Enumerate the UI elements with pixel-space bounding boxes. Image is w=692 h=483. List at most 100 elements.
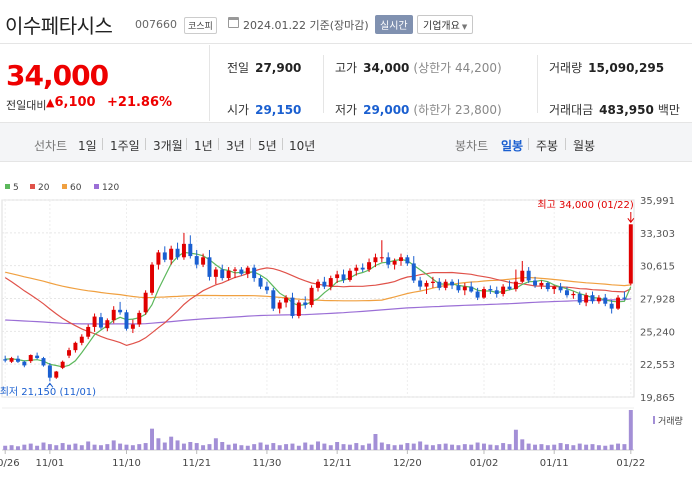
volume-bar — [201, 445, 206, 450]
high-price: 고가 34,000 (상한가 44,200) — [335, 61, 502, 75]
volume-bar — [424, 444, 429, 450]
volume-bar — [405, 443, 410, 450]
candle-body — [143, 292, 148, 313]
volume-bar — [564, 444, 569, 450]
candle-body — [271, 290, 276, 309]
volume-bar — [239, 445, 244, 450]
candle-body — [316, 281, 320, 288]
volume-bar — [399, 444, 403, 450]
candle-body — [105, 320, 110, 329]
candle-body — [430, 281, 435, 283]
x-tick-label: 01/11 — [540, 458, 569, 469]
candle-body — [564, 290, 569, 296]
volume-bar — [245, 445, 250, 450]
volume-bar — [488, 444, 493, 450]
candle-body — [590, 295, 595, 302]
tab-line-chart[interactable]: 선차트 — [34, 139, 68, 153]
volume-bar — [373, 434, 378, 450]
candle-body — [233, 269, 237, 271]
low-arrow-icon — [46, 382, 54, 388]
tab-3y[interactable]: 3년 — [226, 139, 245, 153]
candle-body — [386, 257, 391, 265]
volume-bar — [3, 445, 8, 450]
volume-bar — [86, 441, 91, 450]
volume-bar — [603, 445, 608, 450]
candle-body — [226, 270, 231, 279]
tab-3m[interactable]: 3개월 — [153, 139, 183, 153]
volume-bar — [526, 443, 531, 450]
amount-info: 거래대금 483,950 백만 — [549, 103, 680, 117]
volume-bar — [482, 443, 486, 450]
volume-bar — [277, 445, 282, 450]
candle-body — [622, 297, 627, 299]
chevron-down-icon: ▼ — [461, 23, 468, 31]
volume-bar — [507, 444, 512, 450]
volume-bar — [590, 444, 595, 450]
volume-bar — [411, 443, 416, 450]
volume-bar — [347, 444, 352, 450]
volume-bar — [456, 445, 461, 450]
candle-body — [169, 248, 174, 260]
volume-bar — [130, 445, 135, 450]
candle-body — [98, 317, 103, 328]
stock-code: 007660 — [135, 18, 177, 31]
candle-body — [354, 267, 359, 271]
candle-body — [67, 350, 72, 356]
candlestick-chart[interactable]: 35,991 33,303 30,615 27,928 25,240 22,553 19,8… — [0, 163, 692, 483]
diff-value: ▲6,100 — [46, 95, 96, 110]
candle-body — [207, 257, 212, 277]
ma5-line — [5, 251, 632, 368]
tab-5y[interactable]: 5년 — [258, 139, 277, 153]
volume-bar — [67, 444, 72, 450]
volume-bar — [258, 442, 263, 450]
volume-bar — [386, 444, 391, 450]
volume-bar — [207, 444, 212, 450]
volume-bar — [430, 445, 435, 450]
candle-body — [596, 297, 601, 302]
candle-body — [9, 358, 14, 362]
company-info-button[interactable]: 기업개요 ▼ — [417, 15, 474, 34]
volume-bar — [545, 445, 550, 450]
candle-body — [92, 316, 97, 327]
volume-bar — [577, 443, 582, 450]
volume-bar — [520, 439, 525, 450]
tab-1d[interactable]: 1일 — [78, 139, 97, 153]
candle-body — [35, 355, 40, 359]
realtime-button[interactable]: 실시간 — [375, 15, 413, 34]
legend-label: 5 — [13, 183, 19, 193]
volume-bar — [41, 442, 46, 450]
legend-label: 60 — [70, 183, 82, 193]
tab-weekly[interactable]: 주봉 — [536, 139, 559, 153]
candle-body — [322, 281, 327, 287]
volume-bar — [501, 443, 506, 450]
candle-body — [28, 355, 33, 362]
legend-swatch — [62, 184, 67, 189]
x-tick-label: 12/11 — [323, 458, 352, 469]
candle-body — [245, 267, 250, 274]
tab-10y[interactable]: 10년 — [289, 139, 316, 153]
candle-body — [79, 336, 84, 343]
tab-candle-chart[interactable]: 봉차트 — [455, 139, 489, 153]
volume-bar — [124, 444, 129, 450]
candle-body — [73, 342, 78, 351]
y-tick-label: 27,928 — [640, 295, 675, 306]
y-tick-label: 19,865 — [640, 393, 675, 404]
candle-body — [609, 303, 614, 309]
tab-1y[interactable]: 1년 — [194, 139, 213, 153]
candle-body — [552, 286, 557, 290]
candle-body — [264, 286, 269, 291]
candle-body — [194, 256, 199, 265]
candle-body — [513, 281, 518, 290]
volume-bar — [28, 443, 33, 450]
x-tick-label: 01/22 — [616, 458, 645, 469]
stock-name[interactable]: 이수페타시스 — [5, 14, 113, 38]
tab-daily[interactable]: 일봉 — [501, 139, 524, 153]
volume-bar — [335, 442, 340, 450]
tab-monthly[interactable]: 월봉 — [573, 139, 596, 153]
volume-bar — [392, 445, 397, 450]
volume-bar — [143, 443, 148, 450]
tab-1w[interactable]: 1주일 — [110, 139, 140, 153]
candle-body — [475, 291, 480, 298]
candle-body — [456, 285, 461, 291]
volume-bar — [494, 445, 499, 450]
